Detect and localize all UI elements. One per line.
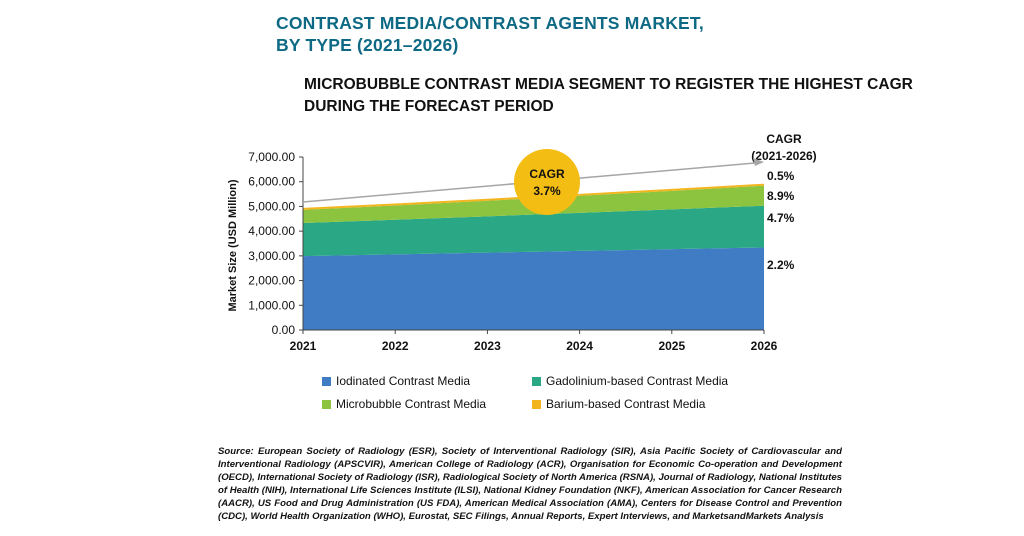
area-iodinated-contrast-media bbox=[303, 247, 764, 330]
legend-label: Microbubble Contrast Media bbox=[336, 397, 487, 411]
cagr-value: 8.9% bbox=[767, 189, 795, 203]
chart-subtitle-line-2: DURING THE FORECAST PERIOD bbox=[304, 98, 554, 115]
cagr-bubble-label: CAGR bbox=[529, 167, 565, 181]
y-tick-label: 2,000.00 bbox=[248, 274, 295, 288]
legend-item: Barium-based Contrast Media bbox=[532, 397, 705, 411]
y-tick-label: 1,000.00 bbox=[248, 298, 295, 312]
chart-title: CONTRAST MEDIA/CONTRAST AGENTS MARKET, B… bbox=[276, 12, 704, 56]
legend-label: Iodinated Contrast Media bbox=[336, 374, 471, 388]
legend-swatch bbox=[532, 399, 541, 409]
x-tick-label: 2021 bbox=[290, 339, 317, 353]
legend-swatch bbox=[322, 376, 331, 386]
legend-swatch bbox=[322, 399, 331, 409]
y-tick-label: 7,000.00 bbox=[248, 150, 295, 164]
legend-label: Gadolinium-based Contrast Media bbox=[546, 374, 729, 388]
y-tick-label: 4,000.00 bbox=[248, 224, 295, 238]
x-tick-label: 2024 bbox=[566, 339, 593, 353]
area-gadolinium-based-contrast-media bbox=[303, 205, 764, 257]
growth-arrow-head bbox=[753, 158, 764, 166]
legend-swatch bbox=[532, 376, 541, 386]
y-tick-label: 5,000.00 bbox=[248, 199, 295, 213]
cagr-value: 4.7% bbox=[767, 211, 795, 225]
y-tick-label: 0.00 bbox=[272, 323, 296, 337]
y-tick-label: 3,000.00 bbox=[248, 249, 295, 263]
cagr-header: CAGR bbox=[766, 132, 802, 146]
legend-item: Gadolinium-based Contrast Media bbox=[532, 374, 728, 388]
source-note: Source: European Society of Radiology (E… bbox=[218, 446, 843, 522]
legend-item: Microbubble Contrast Media bbox=[322, 397, 486, 411]
x-tick-label: 2025 bbox=[658, 339, 685, 353]
cagr-header-period: (2021-2026) bbox=[751, 149, 816, 163]
x-tick-label: 2023 bbox=[474, 339, 501, 353]
cagr-bubble-value: 3.7% bbox=[533, 184, 561, 198]
legend-label: Barium-based Contrast Media bbox=[546, 397, 706, 411]
y-tick-label: 6,000.00 bbox=[248, 175, 295, 189]
chart-title-line-1: CONTRAST MEDIA/CONTRAST AGENTS MARKET, bbox=[276, 13, 704, 33]
chart-title-line-2: BY TYPE (2021–2026) bbox=[276, 35, 459, 55]
x-tick-label: 2026 bbox=[751, 339, 778, 353]
legend-item: Iodinated Contrast Media bbox=[322, 374, 470, 388]
cagr-value: 2.2% bbox=[767, 258, 795, 272]
chart-subtitle-line-1: MICROBUBBLE CONTRAST MEDIA SEGMENT TO RE… bbox=[304, 76, 913, 93]
cagr-value: 0.5% bbox=[767, 169, 795, 183]
y-axis-label: Market Size (USD Million) bbox=[227, 179, 239, 311]
cagr-bubble bbox=[514, 149, 580, 215]
chart-subtitle: MICROBUBBLE CONTRAST MEDIA SEGMENT TO RE… bbox=[304, 74, 913, 118]
x-tick-label: 2022 bbox=[382, 339, 409, 353]
